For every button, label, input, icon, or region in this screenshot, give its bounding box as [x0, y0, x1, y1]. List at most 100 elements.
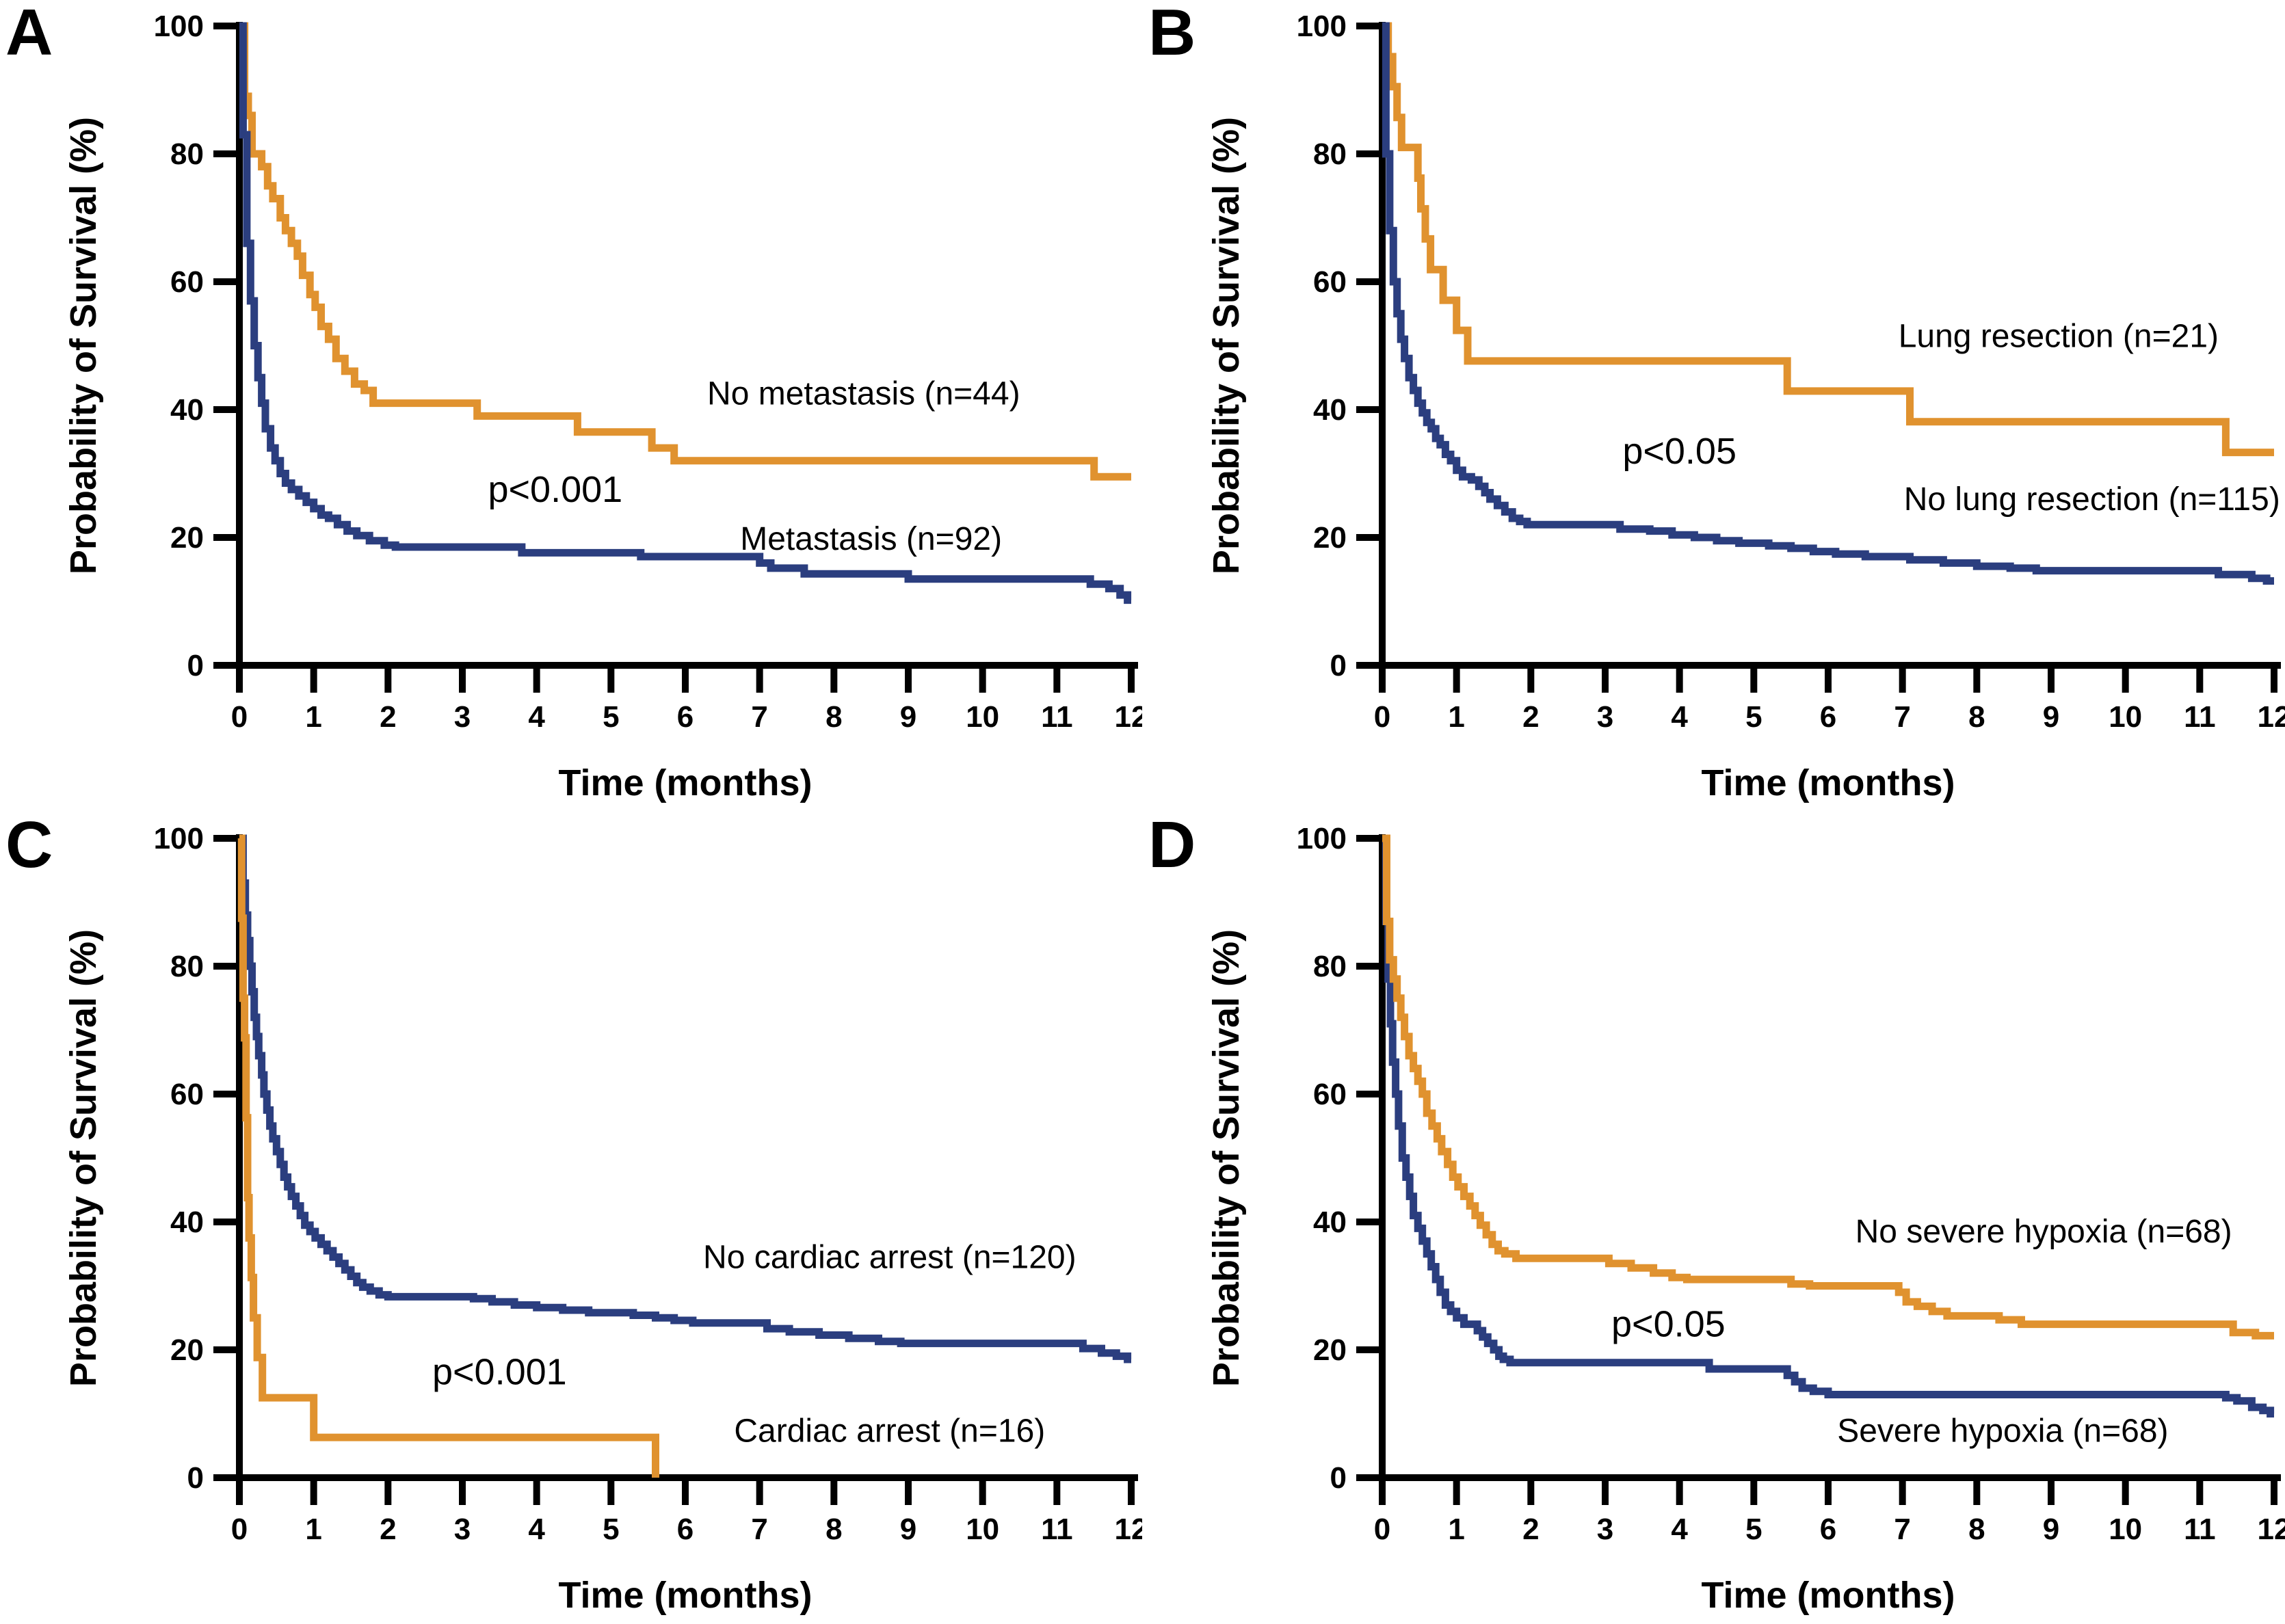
x-tick-label: 0	[1374, 1513, 1390, 1546]
x-tick-label: 11	[2184, 700, 2216, 734]
p-value-label: p<0.05	[1622, 431, 1736, 472]
panel-d-letter: D	[1148, 808, 1196, 881]
series-path-no-metastasis	[239, 22, 1131, 481]
y-tick-label: 80	[170, 950, 204, 983]
x-tick-label: 7	[1894, 700, 1910, 734]
y-tick-label: 80	[1313, 950, 1347, 983]
panel-c-letter: C	[5, 808, 53, 881]
x-tick-label: 10	[2109, 1513, 2142, 1546]
y-tick-label: 0	[1330, 649, 1347, 682]
x-axis-title: Time (months)	[1701, 1575, 1955, 1616]
x-tick-label: 7	[1894, 1513, 1910, 1546]
x-tick-label: 3	[454, 1513, 471, 1546]
x-tick-label: 8	[825, 1513, 842, 1546]
x-tick-label: 6	[1820, 1513, 1836, 1546]
y-tick-label: 20	[170, 521, 204, 555]
x-tick-label: 9	[2043, 700, 2059, 734]
series-path-severe-hypoxia	[1382, 834, 2275, 1417]
series-path-no-severe-hypoxia	[1382, 834, 2274, 1340]
y-tick-label: 20	[170, 1333, 204, 1367]
x-tick-label: 8	[1968, 700, 1985, 734]
x-tick-label: 10	[966, 700, 999, 734]
x-tick-label: 8	[825, 700, 842, 734]
x-tick-label: 5	[1745, 700, 1762, 734]
y-tick-label: 100	[154, 10, 204, 43]
panel-b: B 0 20 40 60 80 100 0 1 2 3 4 5 6 7 8 9 10 11 12 Time (mont…	[1143, 0, 2285, 812]
series-path-no-cardiac-arrest	[239, 834, 1132, 1363]
series-label-cardiac-arrest: Cardiac arrest (n=16)	[734, 1413, 1045, 1450]
series-label-severe-hypoxia: Severe hypoxia (n=68)	[1837, 1413, 2168, 1450]
x-tick-label: 4	[528, 1513, 545, 1546]
x-tick-label: 1	[1448, 700, 1464, 734]
y-tick-label: 60	[170, 265, 204, 299]
x-tick-label: 12	[2258, 700, 2285, 734]
panel-b-letter: B	[1148, 0, 1196, 69]
panel-a-letter: A	[5, 0, 53, 69]
series-path-lung-resection	[1382, 22, 2274, 457]
y-tick-label: 20	[1313, 1333, 1347, 1367]
x-tick-label: 3	[1597, 1513, 1613, 1546]
x-axis-title: Time (months)	[1701, 762, 1955, 803]
x-tick-label: 11	[1041, 1513, 1073, 1546]
y-tick-label: 100	[154, 822, 204, 855]
y-tick-label: 80	[170, 137, 204, 171]
x-tick-label: 9	[900, 700, 916, 734]
series-label-no-metastasis: No metastasis (n=44)	[707, 376, 1020, 412]
series-label-no-lung-resection: No lung resection (n=115)	[1904, 481, 2280, 518]
x-tick-label: 11	[2184, 1513, 2216, 1546]
p-value-label: p<0.05	[1611, 1304, 1726, 1345]
y-axis-title: Probability of Survival (%)	[63, 929, 104, 1387]
series-path-metastasis	[239, 22, 1132, 604]
x-tick-label: 12	[2258, 1513, 2285, 1546]
y-tick-label: 80	[1313, 137, 1347, 171]
panel-c: C 0 20 40 60 80 100 0 1 2 3 4 5 6 7 8 9 10 11 12 Time (mont…	[0, 812, 1142, 1624]
y-tick-label: 40	[170, 1206, 204, 1239]
x-tick-label: 1	[305, 1513, 321, 1546]
series-path-cardiac-arrest	[237, 834, 659, 1478]
x-tick-label: 3	[454, 700, 471, 734]
x-tick-label: 4	[528, 700, 545, 734]
x-tick-label: 5	[1745, 1513, 1762, 1546]
panel-d: D 0 20 40 60 80 100 0 1 2 3 4 5 6 7 8 9 10 11 12 Time (mont…	[1143, 812, 2285, 1624]
y-tick-label: 40	[1313, 393, 1347, 427]
p-value-label: p<0.001	[432, 1352, 567, 1393]
series-label-metastasis: Metastasis (n=92)	[740, 521, 1002, 557]
y-tick-label: 0	[187, 649, 204, 682]
x-tick-label: 0	[231, 1513, 248, 1546]
x-tick-label: 3	[1597, 700, 1613, 734]
x-tick-label: 2	[380, 1513, 396, 1546]
y-tick-label: 100	[1297, 10, 1347, 43]
x-tick-label: 8	[1968, 1513, 1985, 1546]
panel-a: A 0 20 40 60 80 100 0 1 2 3 4 5 6 7 8 9 10 11 12 Time (mont…	[0, 0, 1142, 812]
y-tick-label: 0	[187, 1461, 204, 1495]
x-axis-title: Time (months)	[558, 1575, 812, 1616]
x-tick-label: 2	[380, 700, 396, 734]
x-tick-label: 1	[1448, 1513, 1464, 1546]
x-tick-label: 2	[1522, 1513, 1539, 1546]
x-tick-label: 2	[1522, 700, 1539, 734]
y-axis-title: Probability of Survival (%)	[63, 117, 104, 574]
x-tick-label: 6	[1820, 700, 1836, 734]
y-tick-label: 0	[1330, 1461, 1347, 1495]
x-tick-label: 6	[677, 700, 694, 734]
y-tick-label: 40	[170, 393, 204, 427]
x-tick-label: 9	[900, 1513, 916, 1546]
x-tick-label: 0	[1374, 700, 1390, 734]
series-path-no-lung-resection	[1382, 22, 2274, 585]
y-tick-label: 60	[1313, 1078, 1347, 1111]
y-tick-label: 40	[1313, 1206, 1347, 1239]
y-tick-label: 100	[1297, 822, 1347, 855]
y-axis-title: Probability of Survival (%)	[1206, 117, 1247, 574]
x-tick-label: 7	[751, 1513, 767, 1546]
x-tick-label: 12	[1115, 700, 1142, 734]
x-tick-label: 10	[2109, 700, 2142, 734]
x-tick-label: 10	[966, 1513, 999, 1546]
x-tick-label: 5	[603, 1513, 619, 1546]
y-tick-label: 60	[170, 1078, 204, 1111]
x-tick-label: 11	[1041, 700, 1073, 734]
